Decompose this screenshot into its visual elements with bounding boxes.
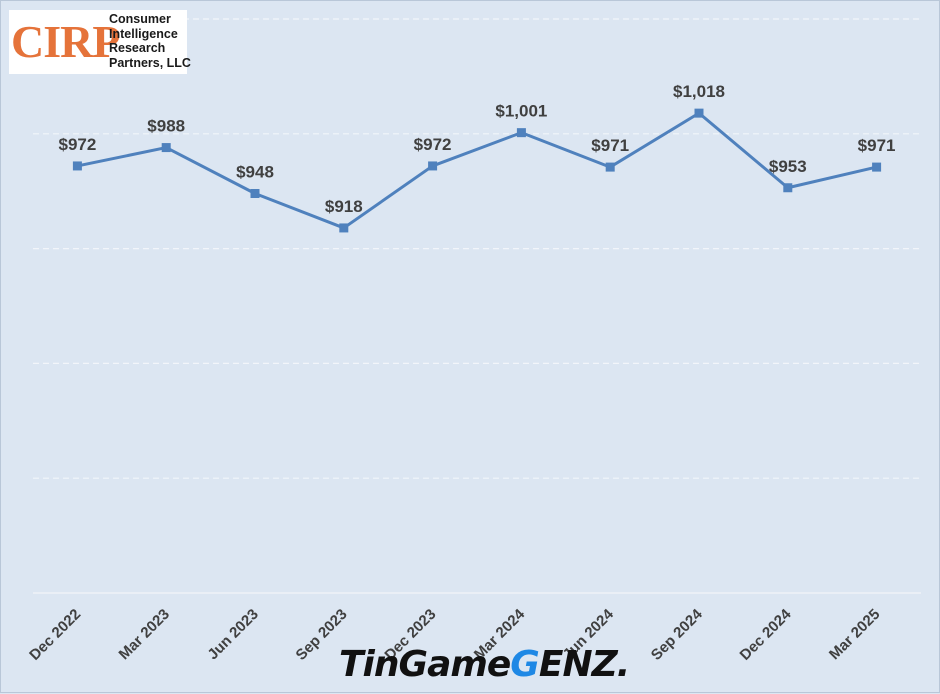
data-point-marker xyxy=(694,108,704,118)
site-watermark: TinGameGENZ. xyxy=(339,642,630,688)
data-point-marker xyxy=(605,162,615,172)
logo-line: Partners, LLC xyxy=(109,55,191,70)
data-label: $953 xyxy=(769,157,807,176)
gridlines xyxy=(33,18,921,594)
data-labels: $972 $988 $948 $918 $972 $1,001 $971 $1,018 $953… xyxy=(58,82,895,216)
data-label: $948 xyxy=(236,162,274,181)
watermark-part: ENZ. xyxy=(538,644,630,685)
series-line xyxy=(77,111,877,230)
x-tick-label: Dec 2024 xyxy=(737,605,795,663)
data-point-marker xyxy=(161,143,171,153)
data-point-marker xyxy=(339,223,349,233)
data-point-marker xyxy=(516,128,526,138)
watermark-accent: G xyxy=(510,644,540,685)
data-point-marker xyxy=(872,162,882,172)
logo-line: Intelligence xyxy=(109,26,178,41)
logo-company-name: Consumer Intelligence Research Partners,… xyxy=(109,12,191,70)
data-label: $1,018 xyxy=(673,82,725,101)
data-label: $972 xyxy=(58,135,96,154)
logo-mark: CIRP xyxy=(11,16,120,67)
x-tick-label: Mar 2023 xyxy=(116,606,173,663)
data-label: $971 xyxy=(858,136,896,155)
logo-line: Consumer xyxy=(109,12,171,26)
x-tick-label: Sep 2024 xyxy=(648,605,706,663)
data-point-marker xyxy=(428,161,438,171)
cirp-logo: CIRP Consumer Intelligence Research Part… xyxy=(9,10,191,74)
logo-line: Research xyxy=(109,41,166,55)
data-label: $972 xyxy=(414,135,452,154)
data-point-marker xyxy=(250,188,260,198)
data-point-marker xyxy=(783,183,793,193)
data-label: $988 xyxy=(147,117,185,136)
data-point-marker xyxy=(72,161,82,171)
series-line-group xyxy=(72,108,882,233)
data-label: $971 xyxy=(591,136,629,155)
data-label: $1,001 xyxy=(495,102,547,121)
data-label: $918 xyxy=(325,197,363,216)
x-tick-label: Dec 2022 xyxy=(26,606,84,664)
x-tick-label: Mar 2025 xyxy=(826,606,883,663)
x-tick-label: Jun 2023 xyxy=(204,606,261,663)
watermark-part: TinGame xyxy=(339,644,511,685)
